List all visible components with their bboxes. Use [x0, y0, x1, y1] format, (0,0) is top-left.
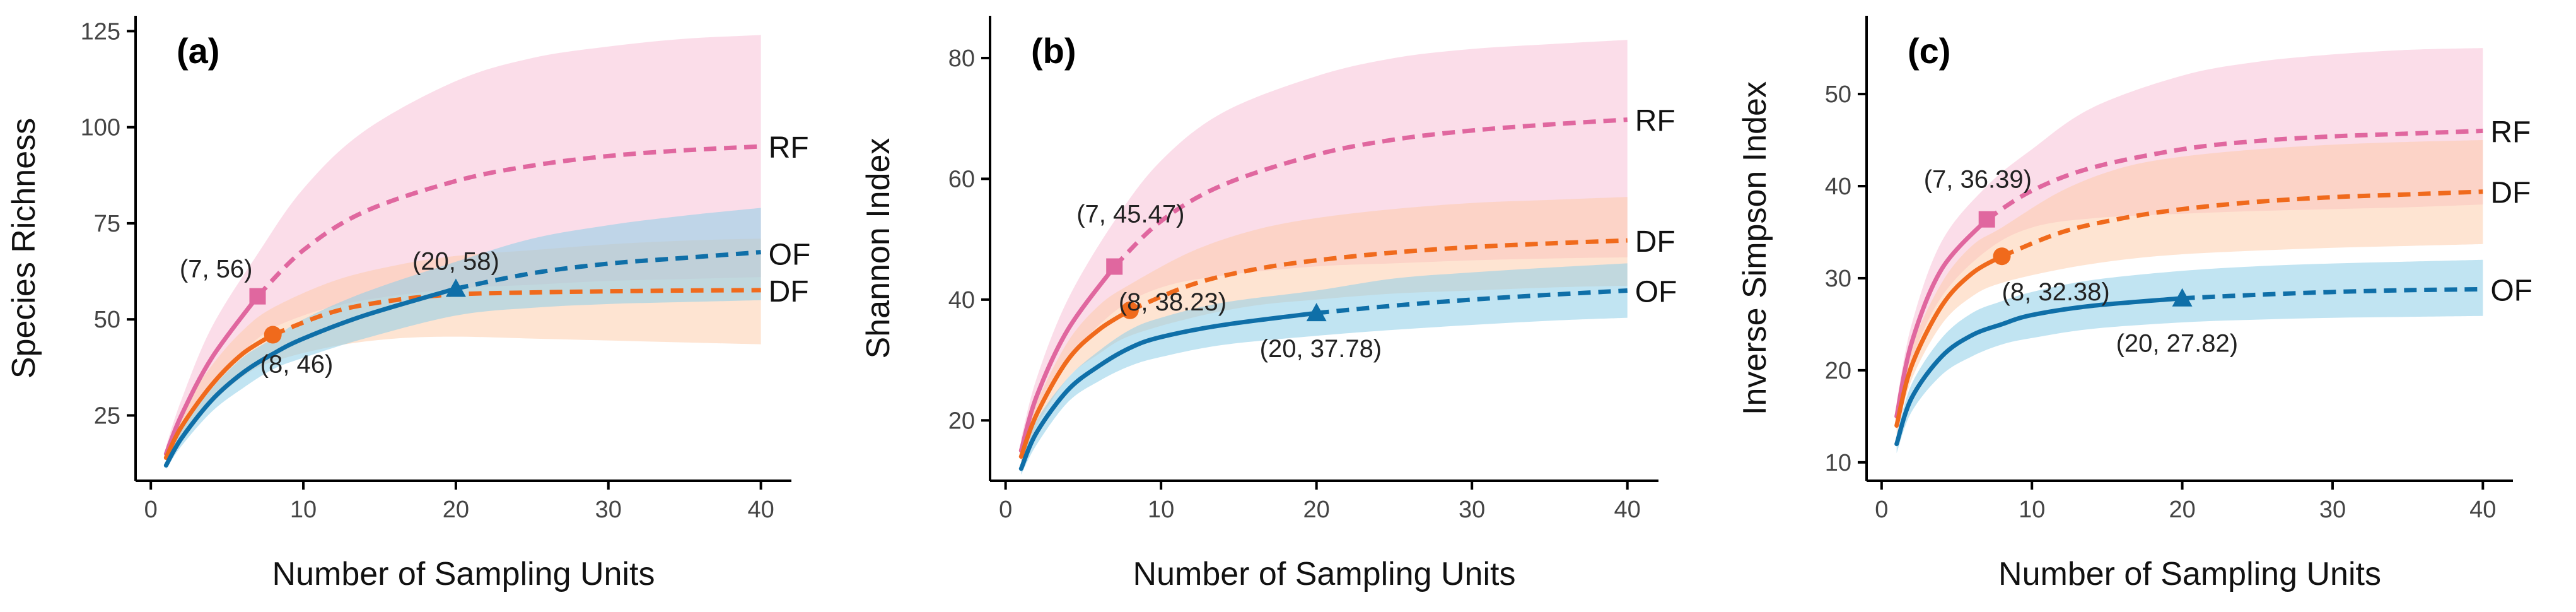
- y-tick-label: 60: [948, 166, 975, 192]
- panel-label: (c): [1908, 31, 1950, 71]
- panel-label: (b): [1031, 31, 1076, 71]
- line-interpolated-df: [163, 332, 276, 460]
- y-tick-label: 10: [1825, 450, 1851, 476]
- obs-label-of: (20, 58): [412, 247, 499, 275]
- obs-label-df: (8, 38.23): [1119, 288, 1227, 316]
- y-axis-title: Shannon Index: [860, 138, 897, 359]
- y-tick-label: 50: [1825, 81, 1851, 108]
- y-tick-label: 75: [94, 211, 120, 237]
- x-tick-label: 20: [2169, 497, 2195, 523]
- band-of: [166, 208, 761, 469]
- obs-label-df: (8, 46): [260, 351, 334, 379]
- y-tick-label: 80: [948, 45, 975, 72]
- panel-label: (a): [177, 31, 219, 71]
- marker-triangle-of: [1306, 303, 1327, 322]
- line-extrapolated-df: [2001, 189, 2483, 259]
- y-tick-label: 125: [81, 18, 120, 45]
- x-axis-title: Number of Sampling Units: [272, 556, 655, 592]
- marker-square-rf: [1978, 211, 1995, 228]
- y-tick-label: 20: [1825, 358, 1851, 384]
- line-interpolated-rf: [1018, 264, 1117, 453]
- x-tick-label: 30: [595, 497, 622, 523]
- line-extrapolated-rf: [1985, 128, 2483, 221]
- x-tick-label: 10: [1148, 497, 1174, 523]
- line-extrapolated-of: [455, 250, 761, 291]
- marker-circle-df: [264, 326, 282, 344]
- x-tick-label: 0: [999, 497, 1012, 523]
- y-tick-label: 20: [948, 408, 975, 434]
- band-rf: [1896, 48, 2483, 430]
- y-tick-label: 100: [81, 115, 120, 141]
- x-tick-label: 30: [1459, 497, 1485, 523]
- x-tick-label: 0: [144, 497, 158, 523]
- end-label-df: DF: [769, 275, 809, 309]
- x-tick-label: 40: [1614, 497, 1641, 523]
- obs-label-df: (8, 32.38): [2002, 278, 2110, 306]
- line-extrapolated-of: [1316, 288, 1628, 315]
- x-tick-label: 40: [747, 497, 774, 523]
- end-label-df: DF: [1635, 225, 1676, 259]
- y-axis-title: Inverse Simpson Index: [1737, 81, 1773, 415]
- marker-circle-df: [1121, 301, 1139, 319]
- band-df: [1896, 140, 2483, 435]
- y-tick-label: 40: [948, 287, 975, 314]
- line-interpolated-of: [1018, 310, 1319, 471]
- obs-label-of: (20, 27.82): [2116, 330, 2238, 358]
- x-tick-label: 40: [2469, 497, 2496, 523]
- band-rf: [166, 35, 761, 462]
- x-tick-label: 0: [1875, 497, 1888, 523]
- line-extrapolated-df: [1129, 238, 1628, 313]
- end-label-rf: RF: [2490, 115, 2531, 149]
- marker-square-rf: [1106, 258, 1123, 275]
- x-tick-label: 20: [443, 497, 469, 523]
- end-label-of: OF: [1635, 276, 1677, 309]
- band-of: [1021, 263, 1628, 475]
- line-extrapolated-df: [272, 288, 761, 337]
- x-axis-title: Number of Sampling Units: [1998, 556, 2381, 592]
- line-interpolated-of: [1894, 296, 2185, 447]
- obs-label-of: (20, 37.78): [1260, 335, 1382, 363]
- y-axis-title: Species Richness: [6, 118, 42, 379]
- line-interpolated-df: [1018, 308, 1133, 459]
- end-label-rf: RF: [1635, 105, 1676, 138]
- x-tick-label: 20: [1303, 497, 1330, 523]
- panel-3: (7, 36.39) (8, 32.38)(20, 27.82) RF DF OF 0 10…: [1737, 16, 2532, 592]
- end-label-of: OF: [2490, 274, 2532, 307]
- y-tick-label: 30: [1825, 266, 1851, 292]
- y-tick-label: 25: [94, 403, 120, 429]
- end-label-rf: RF: [769, 131, 809, 165]
- x-tick-label: 30: [2319, 497, 2346, 523]
- marker-square-rf: [249, 288, 266, 305]
- band-of: [1896, 259, 2483, 454]
- marker-triangle-of: [2172, 288, 2193, 307]
- end-label-df: DF: [2490, 177, 2531, 210]
- line-interpolated-df: [1894, 254, 2005, 428]
- line-interpolated-rf: [163, 294, 260, 456]
- y-tick-label: 40: [1825, 174, 1851, 200]
- line-interpolated-of: [163, 286, 458, 468]
- end-label-of: OF: [769, 238, 811, 272]
- y-tick-label: 50: [94, 307, 120, 333]
- obs-label-rf: (7, 45.47): [1076, 201, 1184, 228]
- marker-triangle-of: [445, 278, 466, 297]
- obs-label-rf: (7, 56): [180, 256, 253, 283]
- panel-2: (7, 45.47) (8, 38.23) (20, 37.78) RF DF OF 0 10…: [860, 16, 1677, 592]
- band-df: [1021, 197, 1628, 469]
- x-axis-title: Number of Sampling Units: [1133, 556, 1516, 592]
- x-tick-label: 10: [290, 497, 317, 523]
- line-interpolated-rf: [1894, 217, 1990, 419]
- marker-circle-df: [1993, 247, 2011, 266]
- x-tick-label: 10: [2019, 497, 2045, 523]
- obs-label-rf: (7, 36.39): [1924, 166, 2032, 194]
- line-extrapolated-of: [2182, 286, 2483, 301]
